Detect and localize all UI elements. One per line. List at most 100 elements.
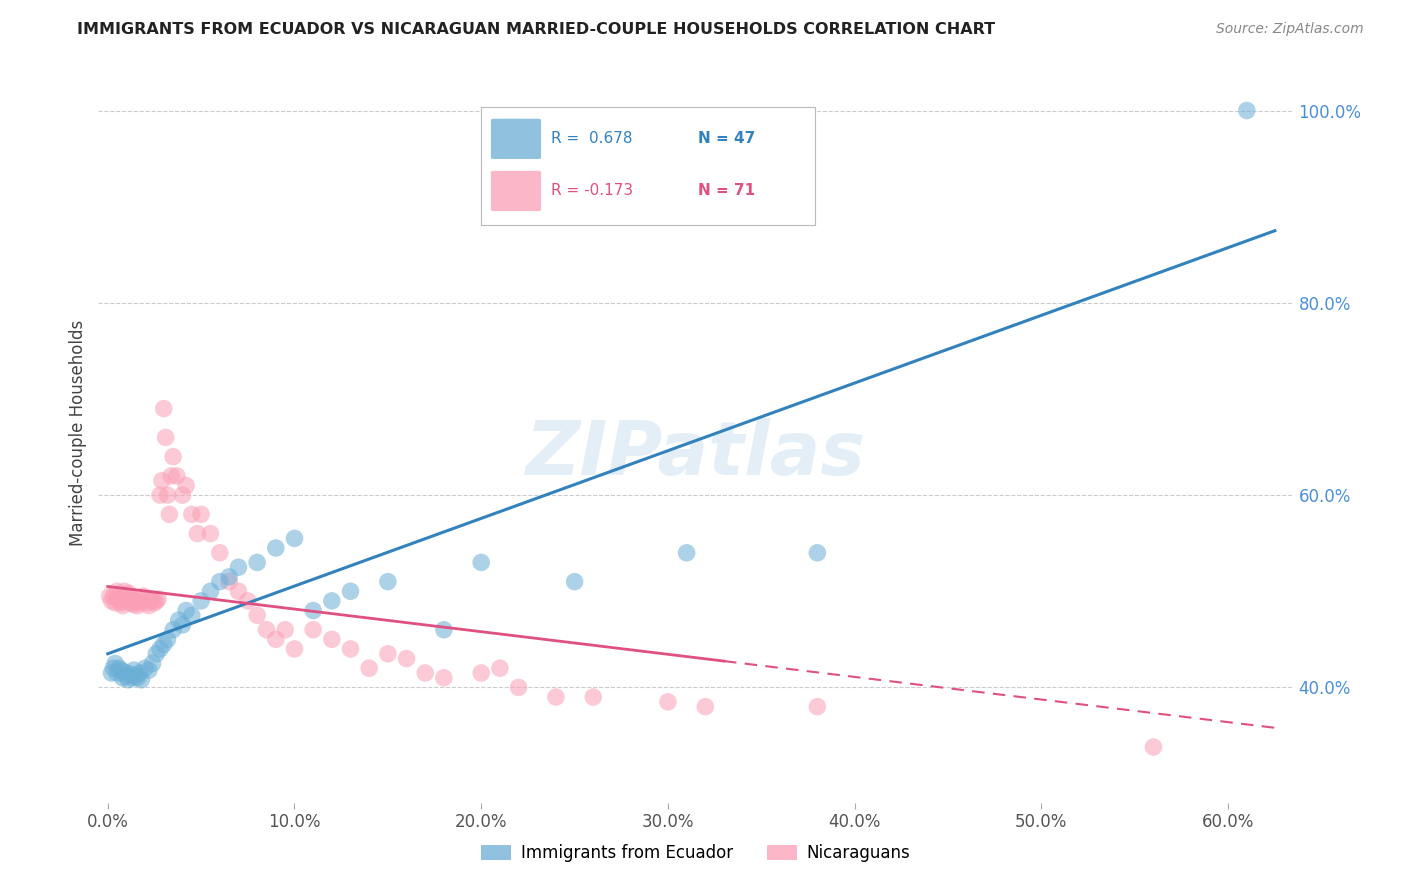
Point [120, 667, 142, 681]
Point [582, 690, 605, 704]
Point [131, 673, 153, 687]
Point [246, 608, 269, 623]
Point [806, 699, 828, 714]
Point [138, 663, 160, 677]
Point [377, 574, 399, 589]
Point [125, 669, 148, 683]
Point [264, 541, 287, 555]
Point [134, 661, 156, 675]
Point [228, 584, 250, 599]
Point [218, 570, 240, 584]
Point [413, 665, 436, 680]
Point [149, 488, 172, 502]
Point [274, 623, 297, 637]
Point [166, 469, 188, 483]
Point [489, 661, 512, 675]
Point [167, 613, 190, 627]
Point [246, 556, 269, 570]
Point [127, 599, 149, 613]
Point [142, 591, 165, 606]
Point [433, 671, 456, 685]
Point [111, 671, 134, 685]
Point [302, 603, 325, 617]
Point [104, 596, 127, 610]
Point [103, 661, 125, 675]
Text: Source: ZipAtlas.com: Source: ZipAtlas.com [1216, 22, 1364, 37]
Point [138, 599, 160, 613]
Point [117, 586, 139, 600]
Point [121, 591, 143, 606]
Point [218, 574, 240, 589]
Point [139, 594, 162, 608]
Point [145, 594, 167, 608]
Point [470, 665, 492, 680]
Legend: Immigrants from Ecuador, Nicaraguans: Immigrants from Ecuador, Nicaraguans [475, 838, 917, 869]
Point [114, 665, 136, 679]
Point [110, 596, 132, 610]
Point [283, 642, 305, 657]
Y-axis label: Married-couple Households: Married-couple Households [69, 319, 87, 546]
Point [114, 584, 136, 599]
Point [105, 665, 128, 680]
Point [148, 591, 170, 606]
Point [657, 695, 679, 709]
Point [162, 450, 184, 464]
Point [134, 591, 156, 606]
Point [172, 488, 194, 502]
Point [470, 556, 492, 570]
Point [190, 508, 212, 522]
Point [156, 632, 179, 647]
Point [100, 665, 122, 680]
Point [103, 589, 125, 603]
Point [115, 589, 138, 603]
Point [111, 594, 134, 608]
Point [136, 596, 159, 610]
Point [160, 469, 183, 483]
Point [131, 594, 153, 608]
Point [508, 681, 530, 695]
Point [156, 488, 179, 502]
Point [128, 596, 150, 610]
Point [122, 663, 145, 677]
Point [172, 618, 194, 632]
Point [155, 430, 177, 444]
Point [208, 546, 231, 560]
Point [125, 594, 148, 608]
Point [150, 474, 173, 488]
Point [302, 623, 325, 637]
Point [104, 657, 127, 671]
Point [115, 669, 138, 683]
Point [108, 589, 131, 603]
Point [395, 651, 418, 665]
Point [142, 657, 165, 671]
Point [1142, 739, 1164, 754]
Point [283, 532, 305, 546]
Point [695, 699, 717, 714]
Point [143, 596, 166, 610]
Point [117, 673, 139, 687]
Point [111, 599, 134, 613]
Point [127, 671, 149, 685]
Point [228, 560, 250, 574]
Point [377, 647, 399, 661]
Point [190, 594, 212, 608]
Point [120, 596, 142, 610]
Point [121, 671, 143, 685]
Text: ZIPatlas: ZIPatlas [526, 418, 866, 491]
Point [122, 598, 145, 612]
Point [339, 584, 361, 599]
Point [806, 546, 828, 560]
Point [152, 637, 174, 651]
Point [321, 594, 343, 608]
Point [200, 584, 222, 599]
Point [174, 478, 197, 492]
Point [174, 603, 197, 617]
Point [321, 632, 343, 647]
Point [264, 632, 287, 647]
Point [200, 526, 222, 541]
Point [1236, 103, 1258, 118]
Point [339, 642, 361, 657]
Point [186, 526, 208, 541]
Point [132, 589, 155, 603]
Point [110, 663, 132, 677]
